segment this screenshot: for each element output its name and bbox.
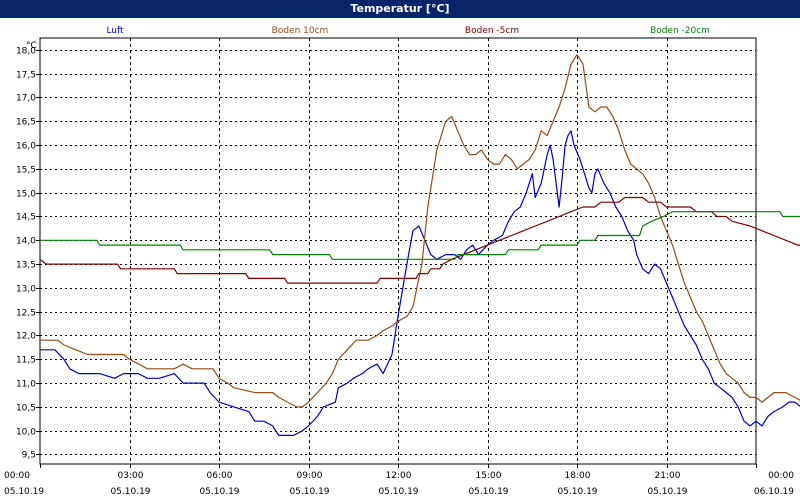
y-tick-label: 11,5 — [16, 356, 36, 366]
y-tick-label: 12,5 — [16, 309, 36, 319]
y-tick-label: 17,5 — [16, 71, 36, 81]
x-tick-time: 18:00 — [565, 471, 591, 481]
y-tick-label: 9,5 — [22, 451, 36, 461]
x-tick-time: 00:00 — [768, 471, 794, 481]
legend-item: Boden -20cm — [650, 26, 710, 36]
legend-item: Boden 10cm — [272, 26, 329, 36]
legend: Luft Boden 10cm Boden -5cm Boden -20cm — [106, 26, 710, 36]
y-tick-label: 16,5 — [16, 118, 36, 128]
y-tick-label: 16,0 — [16, 142, 36, 152]
x-tick-time: 21:00 — [655, 471, 681, 481]
y-tick-label: 11,0 — [16, 380, 36, 390]
y-axis: 9,5 10,0 10,5 11,0 11,5 12,0 12,5 13,0 13,5 14,0 1… — [16, 41, 40, 461]
x-axis: 00:00 05.10.19 03:00 05.10.19 06:00 05.10.19 0… — [4, 464, 794, 497]
y-tick-label: 10,0 — [16, 428, 36, 438]
x-tick-time: 00:00 — [4, 471, 30, 481]
y-tick-label: 14,0 — [16, 237, 36, 247]
y-tick-label: 14,5 — [16, 213, 36, 223]
legend-item: Luft — [106, 26, 124, 36]
x-tick-date: 05.10.19 — [378, 487, 418, 497]
series-line — [40, 211, 800, 260]
y-tick-label: 13,5 — [16, 261, 36, 271]
y-tick-label: 15,5 — [16, 166, 36, 176]
legend-item: Boden -5cm — [465, 26, 519, 36]
y-tick-label: 17,0 — [16, 94, 36, 104]
x-tick-date: 06.10.19 — [754, 487, 794, 497]
chart-title: Temperatur [°C] — [0, 0, 800, 18]
x-tick-time: 12:00 — [386, 471, 412, 481]
x-tick-date: 05.10.19 — [289, 487, 329, 497]
y-tick-label: 18,0 — [16, 47, 36, 57]
grid — [40, 38, 756, 464]
x-tick-time: 03:00 — [118, 471, 144, 481]
series-line — [39, 196, 800, 284]
x-tick-time: 09:00 — [297, 471, 323, 481]
y-tick-label: 13,0 — [16, 285, 36, 295]
x-tick-date: 05.10.19 — [468, 487, 508, 497]
y-axis-label: °C — [26, 41, 37, 51]
x-tick-date: 05.10.19 — [110, 487, 150, 497]
y-tick-label: 10,5 — [16, 404, 36, 414]
y-tick-label: 15,0 — [16, 190, 36, 200]
series-line — [40, 54, 800, 408]
y-tick-label: 12,0 — [16, 332, 36, 342]
series-line — [40, 130, 800, 436]
x-tick-date: 05.10.19 — [557, 487, 597, 497]
series-group — [39, 54, 800, 436]
x-tick-time: 06:00 — [207, 471, 233, 481]
x-tick-date: 05.10.19 — [647, 487, 687, 497]
x-tick-date: 05.10.19 — [4, 487, 44, 497]
line-chart: 9,5 10,0 10,5 11,0 11,5 12,0 12,5 13,0 13,5 14,0 1… — [0, 18, 800, 500]
x-tick-time: 15:00 — [476, 471, 502, 481]
x-tick-date: 05.10.19 — [199, 487, 239, 497]
